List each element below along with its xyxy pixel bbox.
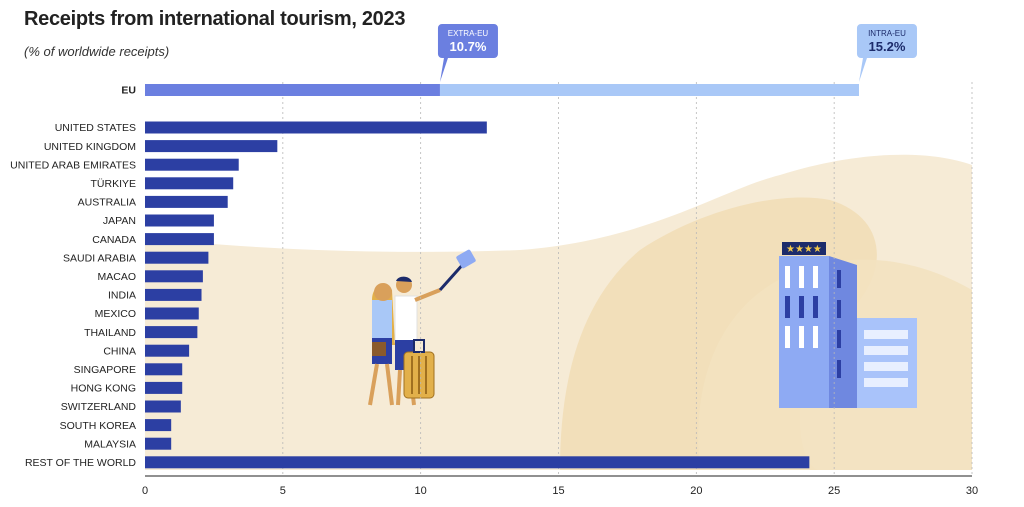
x-tick-label: 25 [828,485,840,497]
x-tick-label: 5 [280,485,286,497]
category-label: CHINA [103,345,136,357]
x-tick-label: 30 [966,485,978,497]
x-tick-label: 15 [552,485,564,497]
hotel-icon: ★★★★ [779,242,917,408]
bar [145,400,181,413]
bar [145,177,234,190]
bar [145,437,172,450]
category-label: CANADA [92,234,136,246]
eu-segment-extra-eu [145,84,440,96]
category-label: MALAYSIA [84,438,136,450]
bar [145,121,487,134]
bar [145,270,203,283]
bar [145,344,190,357]
category-label-eu: EU [121,85,136,97]
chart-subtitle: (% of worldwide receipts) [24,44,170,59]
category-label: JAPAN [103,215,136,227]
x-tick-label: 0 [142,485,148,497]
chart-title: Receipts from international tourism, 202… [24,8,406,30]
category-label: REST OF THE WORLD [25,457,136,469]
x-tick-label: 10 [415,485,427,497]
category-label: AUSTRALIA [78,197,136,209]
tourists-icon [368,249,476,406]
category-label: UNITED ARAB EMIRATES [10,159,136,171]
x-tick-label: 20 [690,485,702,497]
bar [145,158,239,171]
bar [145,195,228,208]
category-label: HONG KONG [71,383,136,395]
eu-bar-group: EU [121,84,859,97]
category-labels: UNITED STATES UNITED KINGDOM UNITED ARAB E… [10,122,136,469]
grid-lines [282,82,973,476]
svg-text:★★★★: ★★★★ [786,244,822,255]
bar [145,140,278,153]
eu-segment-intra-eu [439,84,859,96]
callout-label: EXTRA-EU [448,29,489,38]
category-label: SINGAPORE [74,364,136,376]
bars [145,121,810,469]
category-label: UNITED KINGDOM [44,141,136,153]
category-label: THAILAND [84,327,136,339]
callout-extra-eu [437,24,498,82]
bar [145,363,183,376]
category-label: SOUTH KOREA [60,420,136,432]
callout-label: INTRA-EU [868,29,906,38]
callout-value: 10.7% [450,39,487,54]
bar [145,288,202,301]
callout-intra-eu [856,24,917,82]
category-label: MACAO [97,271,136,283]
bar [145,456,810,469]
bar [145,233,214,246]
category-label: MEXICO [95,308,136,320]
bar [145,214,214,227]
x-axis-ticks: 0 5 10 15 20 25 30 [142,485,978,497]
bar [145,307,199,320]
category-label: SAUDI ARABIA [63,252,136,264]
category-label: SWITZERLAND [61,401,137,413]
category-label: INDIA [108,290,136,302]
bar [145,251,209,264]
bar [145,419,172,432]
category-label: UNITED STATES [55,122,136,134]
category-label: TÜRKIYE [90,178,136,190]
bar [145,326,198,339]
bar [145,381,183,394]
callout-value: 15.2% [869,39,906,54]
